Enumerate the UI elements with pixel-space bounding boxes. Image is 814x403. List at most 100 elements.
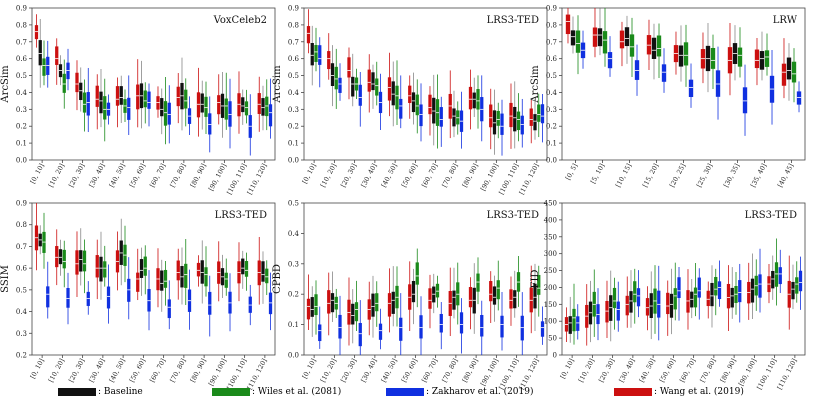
box-zakharov: [717, 281, 722, 300]
box-zakharov: [358, 84, 362, 106]
box-baseline: [200, 93, 204, 113]
legend-label-baseline: : Baseline: [98, 387, 143, 397]
box-baseline: [119, 86, 123, 105]
y-tick-label: 0.9: [16, 200, 27, 208]
x-tick-label: [60, 70]: [420, 162, 439, 188]
box-zakharov: [688, 79, 694, 98]
box-wiles: [184, 89, 188, 109]
x-tick-label: [10, 20]: [577, 357, 596, 383]
box-zakharov: [127, 97, 131, 120]
x-tick-label: [100, 110]: [225, 162, 248, 196]
x-tick-label: [60, 70]: [148, 162, 167, 188]
box-wang: [605, 300, 609, 323]
x-tick-label: [20, 30]: [339, 357, 358, 383]
y-tick-label: 0.8: [16, 21, 27, 29]
box-wang: [489, 104, 493, 128]
box-wiles: [314, 294, 318, 316]
chart-lrw-arcsim: 0.0 0.1 0.2 0.3 0.4 0.5 0.6 0.7 0.8 0.9 ArcSim LRW […: [530, 5, 806, 189]
box-zakharov: [778, 267, 782, 285]
plot-frame: [31, 202, 276, 356]
box-zakharov: [318, 45, 322, 65]
box-zakharov: [338, 314, 342, 339]
y-tick-label: 0.4: [16, 89, 28, 97]
box-wang: [75, 250, 79, 275]
x-tick-label: [35, 40]: [749, 162, 768, 188]
box-wiles: [602, 31, 608, 54]
box-wiles: [62, 249, 66, 269]
box-wiles: [354, 302, 359, 322]
box-wiles: [103, 96, 107, 120]
box-wang: [196, 92, 201, 118]
legend-swatch-zakharov: [386, 388, 424, 396]
y-axis-label: FID: [530, 270, 541, 289]
y-tick-label: 0.3: [16, 330, 27, 338]
box-zakharov: [576, 316, 580, 331]
box-baseline: [472, 92, 476, 109]
legend-wang: : Wang et al. (2019): [614, 384, 744, 400]
box-wiles: [244, 261, 249, 277]
box-wiles: [633, 281, 637, 303]
y-tick-label: 0.0: [288, 352, 299, 360]
box-zakharov: [167, 299, 171, 319]
x-tick-label: [10, 20]: [319, 162, 338, 188]
box-baseline: [371, 72, 375, 91]
box-baseline: [160, 98, 164, 117]
box-wiles: [265, 96, 269, 117]
box-baseline: [99, 256, 103, 282]
box-baseline: [241, 97, 245, 113]
box-wang: [619, 30, 625, 49]
box-wiles: [244, 101, 249, 116]
box-baseline: [771, 270, 775, 289]
plot-frame: [303, 202, 548, 356]
box-wiles: [612, 287, 617, 309]
box-wang: [387, 77, 392, 101]
y-axis-label: CPBD: [272, 264, 283, 294]
x-tick-label: [50, 60]: [400, 162, 419, 188]
box-zakharov: [46, 286, 50, 308]
box-wiles: [82, 92, 87, 113]
box-zakharov: [208, 113, 212, 135]
x-tick-label: [0, 10]: [301, 162, 318, 185]
x-tick-label: [30, 40]: [87, 162, 106, 188]
box-wang: [565, 14, 571, 35]
x-tick-label: [0, 5]: [564, 162, 579, 181]
x-tick-label: [100, 110]: [755, 357, 778, 391]
y-tick-label: 0.9: [16, 5, 27, 13]
box-wiles: [629, 34, 635, 57]
box-baseline: [759, 51, 765, 70]
y-tick-label: 0.2: [288, 123, 299, 131]
x-tick-label: [20, 30]: [597, 357, 616, 383]
box-zakharov: [742, 87, 748, 114]
y-axis-label: SSIM: [0, 265, 11, 293]
x-tick-label: [10, 20]: [319, 357, 338, 383]
y-tick-label: 0.4: [546, 89, 558, 97]
legend-swatch-wang: [614, 388, 652, 396]
box-zakharov: [715, 70, 721, 97]
box-wang: [136, 272, 140, 292]
chart-title: LRS3-TED: [487, 15, 539, 26]
y-tick-label: 0.5: [16, 286, 27, 294]
box-wiles: [737, 47, 743, 67]
y-tick-label: 0.2: [16, 352, 27, 360]
x-tick-label: [10, 20]: [47, 162, 66, 188]
x-tick-label: [80, 90]: [719, 357, 738, 383]
box-wiles: [537, 104, 541, 122]
box-baseline: [678, 45, 684, 67]
y-tick-label: 450: [544, 200, 557, 208]
y-tick-label: 350: [544, 233, 557, 241]
box-baseline: [513, 106, 517, 132]
box-wang: [428, 94, 432, 115]
box-wiles: [395, 85, 399, 110]
y-tick-label: 0.5: [288, 72, 299, 80]
x-tick-label: [60, 70]: [678, 357, 697, 383]
box-baseline: [79, 250, 83, 272]
y-tick-label: 0.7: [16, 243, 27, 251]
box-baseline: [310, 43, 314, 66]
box-wiles: [435, 283, 440, 298]
box-zakharov: [798, 270, 803, 292]
box-zakharov: [106, 286, 111, 309]
plot-frame: [31, 7, 276, 161]
box-baseline: [533, 114, 537, 131]
x-tick-label: [5, 10]: [589, 162, 606, 185]
box-zakharov: [399, 98, 403, 119]
